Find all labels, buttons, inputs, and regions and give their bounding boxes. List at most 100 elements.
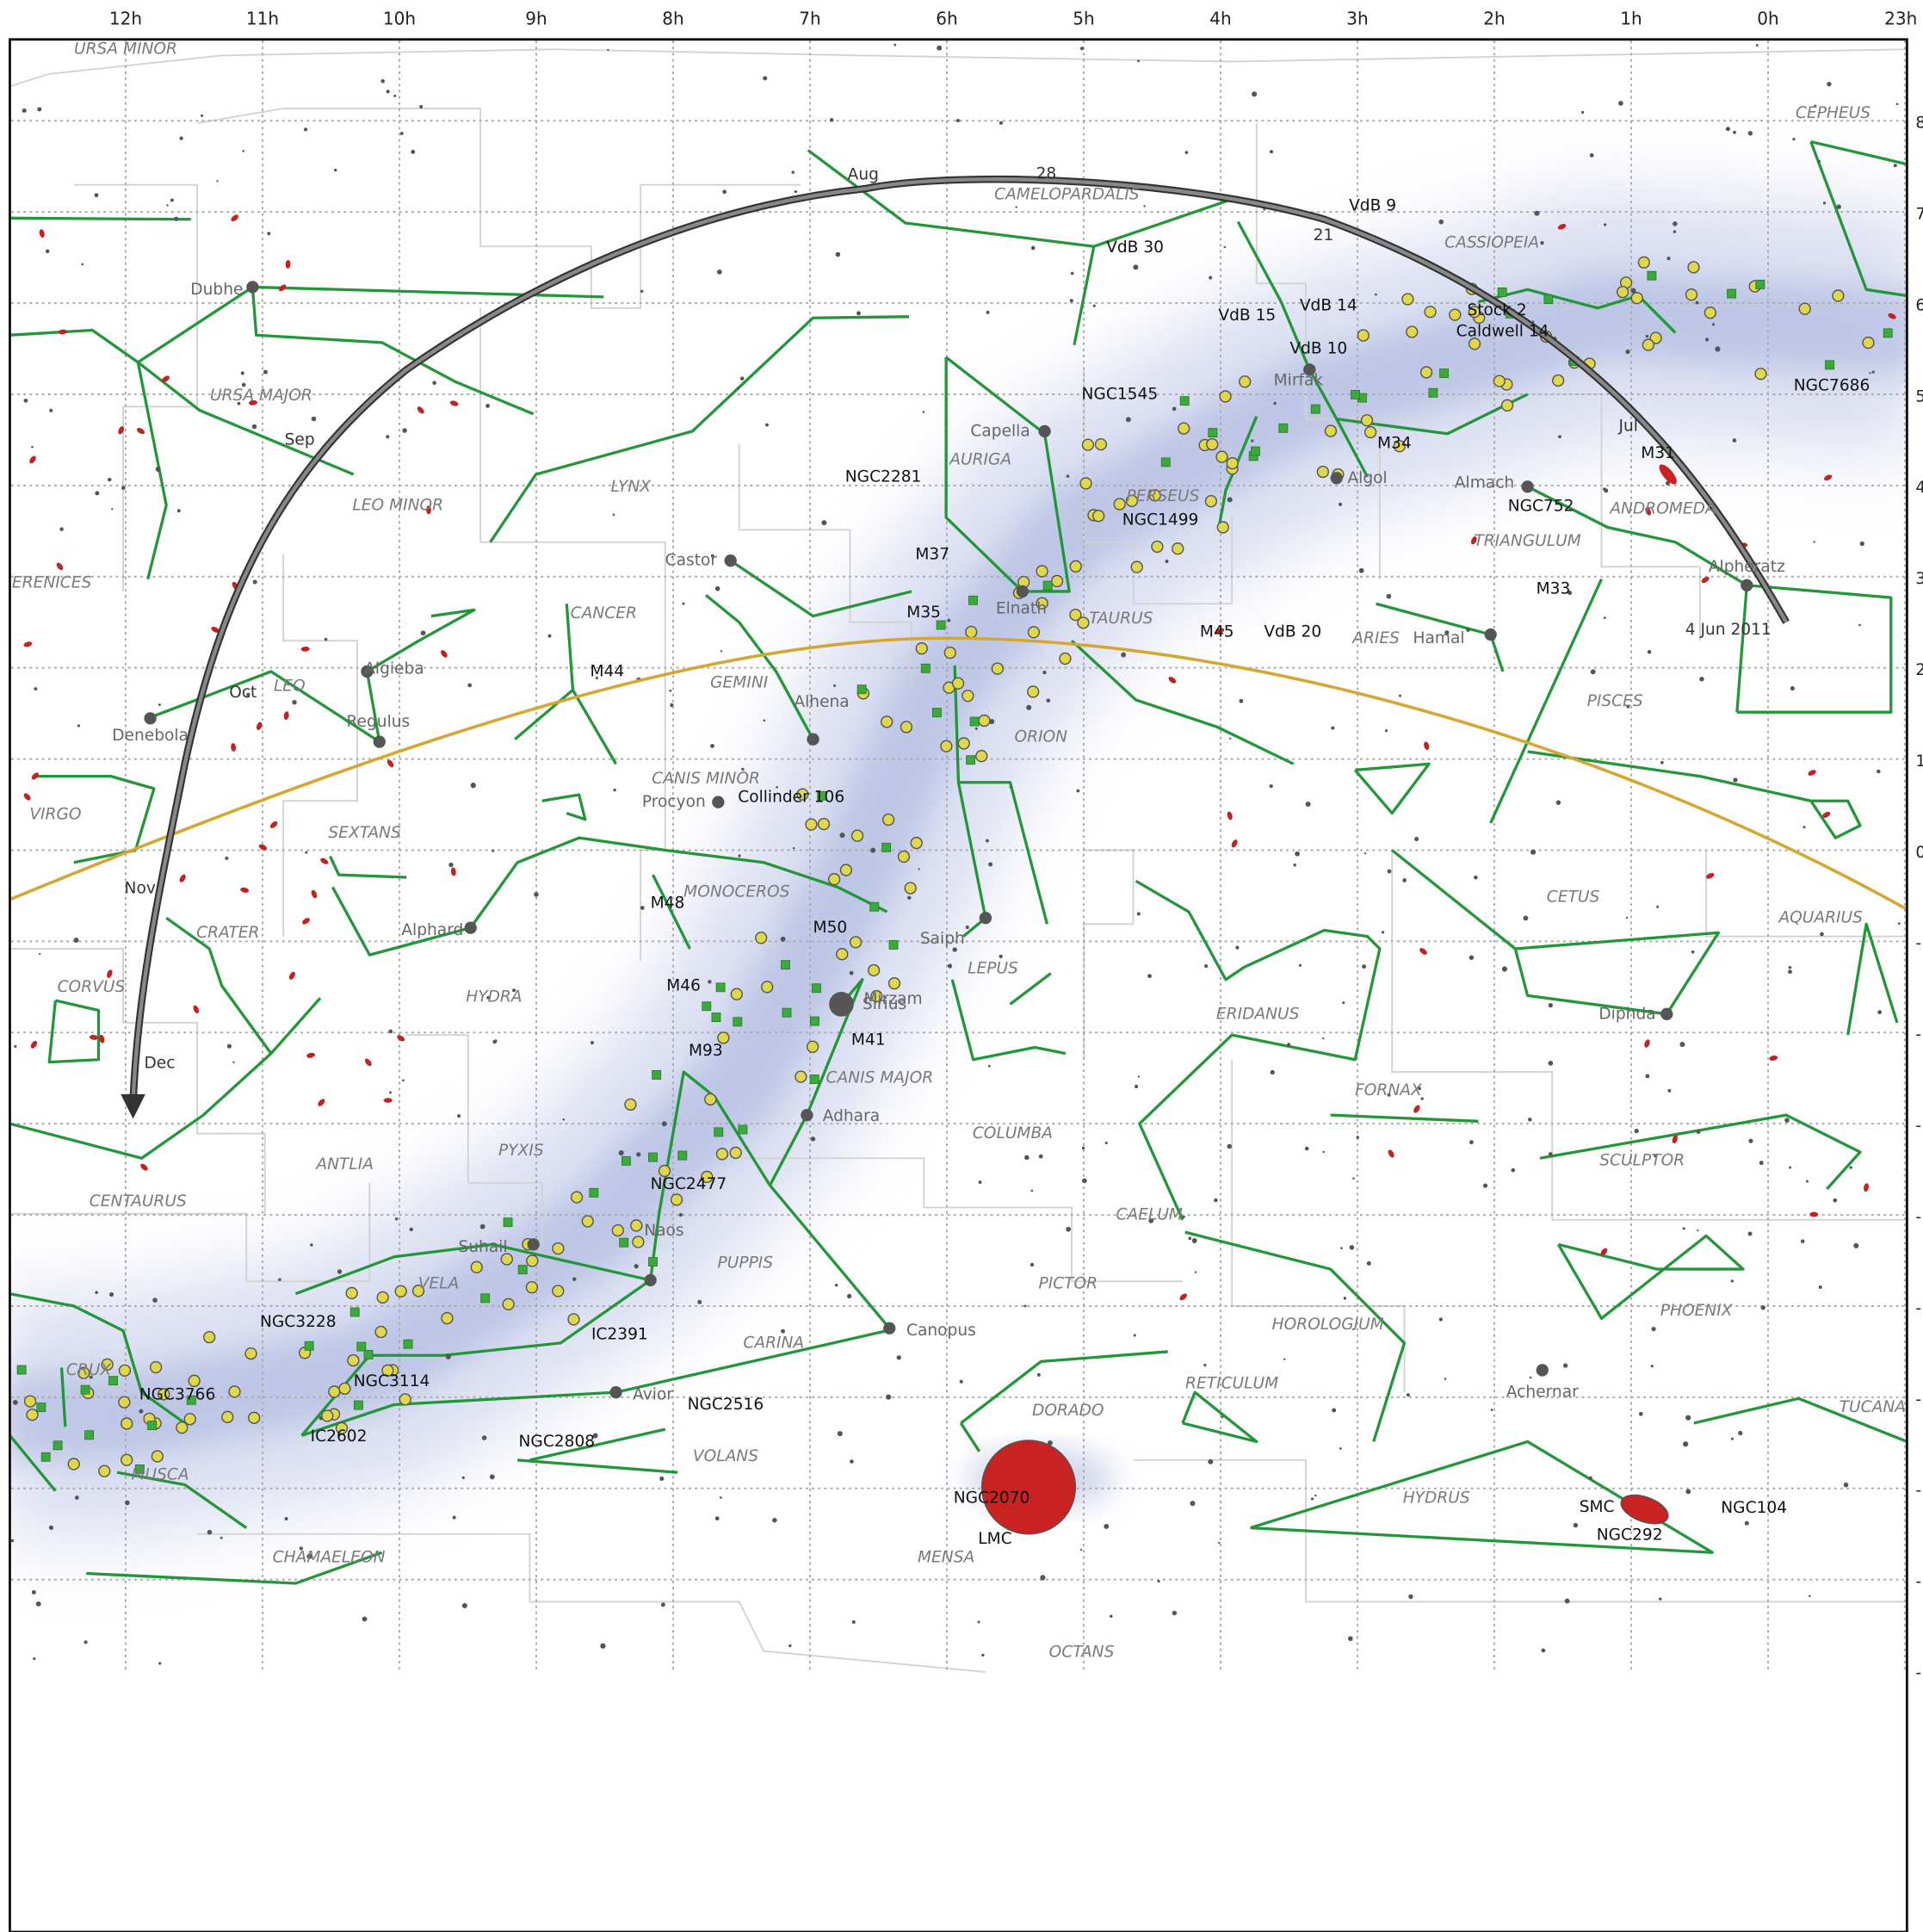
- ra-label: 4h: [1209, 8, 1231, 28]
- star-dot: [717, 269, 722, 275]
- star-dot: [977, 1620, 980, 1624]
- star-dot: [1760, 1305, 1765, 1310]
- star-dot: [1466, 628, 1470, 632]
- galaxy: [136, 428, 145, 435]
- star-dot: [1859, 541, 1864, 547]
- open-cluster: [624, 1098, 637, 1112]
- star-dot: [1660, 760, 1664, 765]
- star-dot: [1418, 1087, 1421, 1091]
- constellation-line: [1527, 750, 1862, 839]
- object-label: IC2602: [311, 1427, 368, 1446]
- open-cluster: [991, 662, 1004, 675]
- star-dot: [1800, 1239, 1805, 1244]
- star-dot: [1352, 1177, 1355, 1180]
- constellation-line: [116, 1471, 248, 1529]
- nebula: [1428, 387, 1438, 398]
- open-cluster: [1077, 616, 1090, 629]
- path-label: Aug: [848, 166, 879, 184]
- star-dot: [1136, 912, 1141, 916]
- open-cluster: [1059, 652, 1072, 666]
- ra-label: 23h: [1884, 8, 1917, 28]
- star-dot: [1833, 1198, 1838, 1203]
- ra-label: 9h: [525, 8, 547, 28]
- nebula: [1883, 328, 1893, 338]
- galaxy: [397, 1035, 405, 1042]
- star-dot: [457, 1114, 461, 1118]
- open-cluster: [717, 1031, 730, 1044]
- galaxy: [1470, 536, 1477, 545]
- star-dot: [834, 1284, 838, 1287]
- object-label: NGC2070: [954, 1489, 1030, 1508]
- star-name: Algol: [1347, 469, 1387, 487]
- star-dot: [1523, 915, 1529, 921]
- nebula: [781, 960, 790, 970]
- object-label: NGC3766: [139, 1386, 216, 1404]
- galaxy: [258, 844, 268, 851]
- object-label: M50: [813, 919, 848, 937]
- galaxy: [1419, 948, 1427, 955]
- ecliptic: [10, 636, 1908, 911]
- open-cluster: [806, 1040, 819, 1053]
- constellation-boundary: [1705, 850, 1908, 938]
- star-dot: [22, 108, 27, 114]
- open-cluster: [915, 642, 928, 655]
- star-dot: [821, 520, 827, 526]
- star-dot: [83, 1640, 88, 1644]
- star-dot: [720, 1496, 722, 1499]
- ra-label: 11h: [246, 8, 279, 28]
- star-dot: [152, 1297, 158, 1303]
- star-dot: [1148, 1217, 1154, 1223]
- star-dot: [1165, 560, 1169, 564]
- galaxy: [1706, 872, 1715, 879]
- constellation-line: [489, 315, 910, 543]
- star-dot: [710, 743, 714, 748]
- star-dot: [1548, 1152, 1553, 1156]
- bright-star: [527, 1238, 540, 1251]
- star-dot: [1235, 945, 1240, 950]
- ra-label: 2h: [1483, 8, 1505, 28]
- bright-star: [373, 735, 386, 748]
- nebula: [589, 1187, 599, 1198]
- star-dot: [1558, 435, 1561, 439]
- star-dot: [959, 1379, 963, 1384]
- object-label: NGC3114: [354, 1372, 430, 1390]
- star-dot: [613, 788, 616, 792]
- star-dot: [669, 689, 672, 692]
- open-cluster: [1637, 256, 1650, 269]
- object-label: VdB 20: [1264, 623, 1321, 641]
- star-dot: [481, 1435, 487, 1440]
- open-cluster: [1219, 390, 1232, 403]
- open-cluster: [836, 948, 849, 961]
- bright-star: [724, 554, 737, 567]
- open-cluster: [881, 715, 893, 728]
- star-dot: [1685, 1489, 1691, 1495]
- star-dot: [670, 703, 674, 708]
- galaxy: [283, 711, 289, 721]
- star-dot: [1809, 1595, 1811, 1598]
- star-dot: [671, 555, 674, 559]
- constellation-name: MENSA: [918, 1548, 974, 1566]
- constellation-line: [950, 979, 1067, 1062]
- star-dot: [176, 509, 181, 513]
- open-cluster: [1357, 329, 1370, 342]
- constellation-boundary: [196, 1533, 986, 1673]
- constellation-name: VOLANS: [693, 1447, 758, 1465]
- open-cluster: [1798, 302, 1811, 315]
- star-dot: [788, 1644, 792, 1648]
- star-dot: [1143, 205, 1146, 207]
- open-cluster: [118, 1364, 132, 1378]
- open-cluster: [795, 1070, 807, 1083]
- star-dot: [1755, 44, 1759, 46]
- star-dot: [1252, 91, 1258, 97]
- constellation-name: ARIES: [1351, 629, 1400, 647]
- open-cluster: [1036, 597, 1048, 610]
- object-label: M48: [651, 895, 685, 913]
- constellation-line: [516, 1458, 678, 1474]
- constellation-name: CANIS MAJOR: [826, 1069, 934, 1087]
- star-dot: [829, 118, 834, 122]
- star-dot: [31, 445, 34, 449]
- open-cluster: [394, 1285, 407, 1297]
- constellation-name: HYDRA: [466, 988, 522, 1006]
- star-dot: [419, 104, 424, 109]
